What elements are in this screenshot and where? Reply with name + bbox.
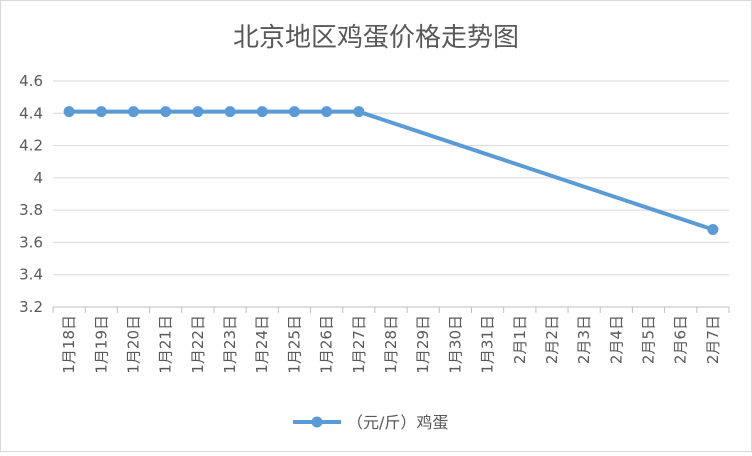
x-tick-label: 2月2日 — [543, 315, 561, 364]
x-tick-label: 2月1日 — [511, 315, 529, 364]
x-tick-label: 2月5日 — [640, 315, 658, 364]
data-point — [160, 106, 172, 118]
x-tick-label: 1月22日 — [189, 315, 207, 374]
x-tick-label: 1月30日 — [446, 315, 464, 374]
x-tick-label: 1月19日 — [92, 315, 110, 374]
x-tick-label: 2月4日 — [607, 315, 625, 364]
y-tick-label: 3.4 — [19, 266, 43, 284]
x-tick-label: 2月3日 — [575, 315, 593, 364]
x-tick-label: 2月6日 — [672, 315, 690, 364]
data-point — [95, 106, 107, 118]
series-layer — [63, 106, 719, 236]
x-tick-label: 1月24日 — [253, 315, 271, 374]
y-tick-label: 4.2 — [19, 137, 43, 155]
series-line — [69, 109, 714, 232]
x-tick-label: 1月18日 — [60, 315, 78, 374]
legend-marker-swatch — [311, 416, 323, 428]
x-tick-label: 1月20日 — [124, 315, 142, 374]
data-point — [707, 224, 719, 236]
y-tick-label: 3.2 — [19, 298, 43, 316]
x-tick-label: 1月27日 — [350, 315, 368, 374]
data-point — [353, 106, 365, 118]
y-tick-label: 3.8 — [19, 201, 43, 219]
legend-label: （元/斤）鸡蛋 — [347, 413, 448, 432]
legend: （元/斤）鸡蛋 — [293, 413, 448, 432]
data-point — [288, 106, 300, 118]
data-point — [224, 106, 236, 118]
data-point — [256, 106, 268, 118]
data-point — [127, 106, 139, 118]
x-tick-label: 1月23日 — [221, 315, 239, 374]
y-tick-label: 3.6 — [19, 233, 43, 251]
x-tick-label: 2月7日 — [704, 315, 722, 364]
x-tick-label: 1月26日 — [318, 315, 336, 374]
gridlines — [53, 80, 729, 308]
y-axis-ticks: 3.2 3.4 3.6 3.8 4 4.2 4.4 4.6 — [19, 72, 43, 316]
x-tick-label: 1月21日 — [157, 315, 175, 374]
chart-title: 北京地区鸡蛋价格走势图 — [233, 23, 519, 53]
data-point — [192, 106, 204, 118]
x-tick-label: 1月25日 — [285, 315, 303, 374]
x-tick-label: 1月29日 — [414, 315, 432, 374]
y-tick-label: 4 — [33, 169, 43, 187]
data-point — [321, 106, 333, 118]
x-axis-ticks: 1月18日 1月19日 1月20日 1月21日 1月22日 1月23日 1月24日 1月25日… — [52, 307, 730, 374]
x-tick-label: 1月31日 — [479, 315, 497, 374]
y-tick-label: 4.6 — [19, 72, 43, 90]
data-point — [63, 106, 75, 118]
x-tick-label: 1月28日 — [382, 315, 400, 374]
y-tick-label: 4.4 — [19, 104, 43, 122]
